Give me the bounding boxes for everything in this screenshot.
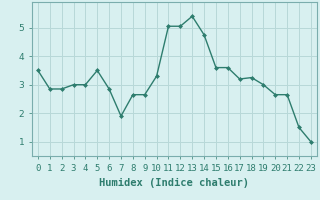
X-axis label: Humidex (Indice chaleur): Humidex (Indice chaleur) [100,178,249,188]
